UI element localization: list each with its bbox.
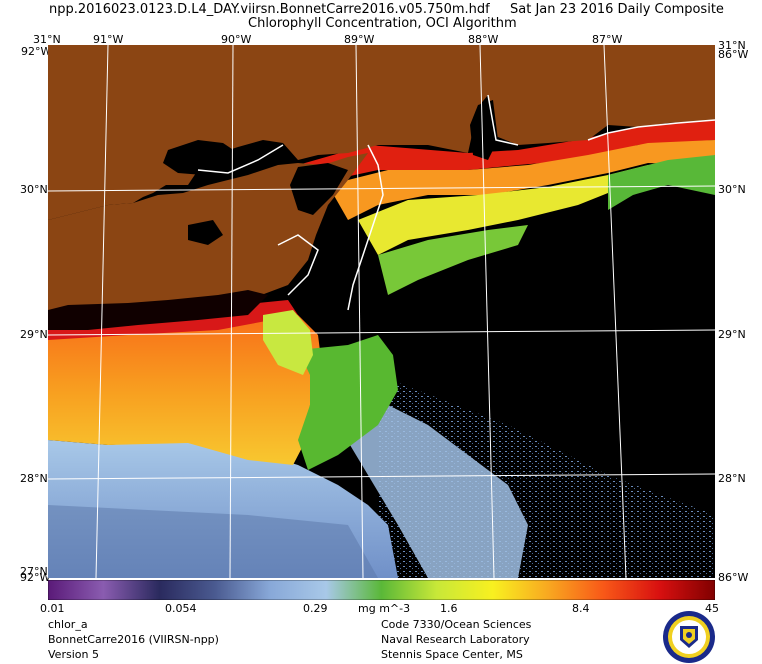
corner-lat-bottom-left: 27°N bbox=[20, 565, 48, 578]
lon-label-89: 89°W bbox=[344, 33, 375, 46]
lat-label-29-left: 29°N bbox=[20, 328, 48, 341]
east-coastal-green bbox=[608, 155, 715, 210]
colorbar-tick-4: 8.4 bbox=[572, 602, 590, 615]
footer-left-1: BonnetCarre2016 (VIIRSN-npp) bbox=[48, 633, 219, 646]
lon-label-90: 90°W bbox=[221, 33, 252, 46]
lat-label-30-left: 30°N bbox=[20, 183, 48, 196]
land bbox=[48, 45, 715, 220]
colorbar-tick-1: 0.054 bbox=[165, 602, 197, 615]
lat-label-30-right: 30°N bbox=[718, 183, 746, 196]
footer-left-0: chlor_a bbox=[48, 618, 88, 631]
corner-lon-left-top: 92°W bbox=[21, 45, 52, 58]
colorbar-tick-5: 45 bbox=[705, 602, 719, 615]
footer-right-0: Code 7330/Ocean Sciences bbox=[381, 618, 532, 631]
lon-label-91: 91°W bbox=[93, 33, 124, 46]
plume-green bbox=[298, 335, 398, 470]
barataria-bay bbox=[188, 220, 223, 245]
colorbar-tick-2: 0.29 bbox=[303, 602, 328, 615]
corner-lon-bottom-left: 92°W bbox=[20, 571, 51, 584]
lat-label-29-right: 29°N bbox=[718, 328, 746, 341]
terrebonne-bay bbox=[48, 290, 268, 330]
lon-label-88: 88°W bbox=[468, 33, 499, 46]
southwest-water-texture bbox=[48, 505, 378, 578]
lon-label-87: 87°W bbox=[592, 33, 623, 46]
chlorophyll-map bbox=[48, 45, 715, 578]
corner-lat-top-right: 31°N bbox=[718, 39, 746, 52]
file-name: npp.2016023.0123.D.L4_DAY.viirsn.BonnetC… bbox=[49, 2, 490, 17]
product-subtitle: Chlorophyll Concentration, OCI Algorithm bbox=[248, 16, 517, 31]
coastline bbox=[197, 94, 715, 311]
lat-label-28-right: 28°N bbox=[718, 472, 746, 485]
corner-lon-bottom-right: 86°W bbox=[718, 571, 749, 584]
corner-lon-right-top: 86°W bbox=[718, 48, 749, 61]
colorbar-unit: mg m^-3 bbox=[358, 602, 411, 615]
corner-lat-top-left: 31°N bbox=[33, 33, 61, 46]
plume-yellow bbox=[263, 310, 313, 375]
lake-pontchartrain bbox=[163, 140, 238, 175]
colorbar-tick-0: 0.01 bbox=[40, 602, 65, 615]
nrl-seal-icon bbox=[663, 611, 715, 663]
east-coastal-red bbox=[298, 120, 715, 185]
composite-date: Sat Jan 23 2016 Daily Composite bbox=[510, 2, 724, 17]
footer-right-1: Naval Research Laboratory bbox=[381, 633, 530, 646]
east-plume-green bbox=[378, 225, 528, 295]
color-bar bbox=[48, 580, 715, 600]
east-coastal-orange bbox=[328, 140, 715, 220]
plume-blue bbox=[338, 385, 528, 578]
footer-right-2: Stennis Space Center, MS bbox=[381, 648, 523, 661]
colorbar-tick-3: 1.6 bbox=[440, 602, 458, 615]
east-coastal-yellow bbox=[358, 165, 715, 255]
west-coastal-water bbox=[48, 305, 323, 465]
lat-label-28-left: 28°N bbox=[20, 472, 48, 485]
footer-left-2: Version 5 bbox=[48, 648, 99, 661]
